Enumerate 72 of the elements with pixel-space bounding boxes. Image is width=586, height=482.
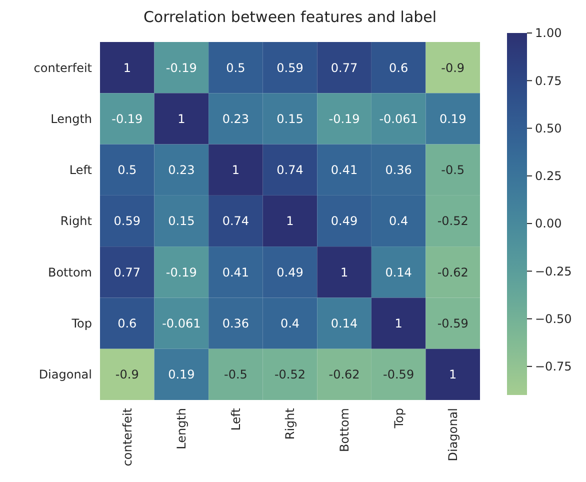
data-label: 0.41 <box>330 163 358 178</box>
data-label: 0.4 <box>280 316 300 330</box>
data-label: 0.74 <box>276 163 304 178</box>
data-label: 0.77 <box>114 265 140 280</box>
data-label: 0.14 <box>330 316 358 330</box>
data-label: 0.59 <box>114 214 140 228</box>
data-label: 0.77 <box>330 60 358 75</box>
y-tick-label: Length <box>50 112 92 126</box>
color-bar-label: −0.75 <box>535 360 572 374</box>
data-label: 1 <box>123 60 131 75</box>
data-label: -0.9 <box>115 368 139 382</box>
data-label: 1 <box>340 265 348 280</box>
data-label: 0.36 <box>385 163 412 178</box>
data-label: 1 <box>449 368 457 382</box>
data-label: 0.15 <box>276 112 304 126</box>
data-label: 1 <box>232 163 240 178</box>
x-tick-label: Diagonal <box>446 408 460 462</box>
data-label: 0.23 <box>168 163 195 178</box>
data-label: -0.5 <box>441 163 465 178</box>
data-label: -0.19 <box>328 112 360 126</box>
data-label: 0.19 <box>168 368 195 382</box>
data-label: 0.23 <box>222 112 250 126</box>
data-label: 1 <box>394 316 402 330</box>
data-label: -0.59 <box>437 316 468 330</box>
data-label: -0.5 <box>224 368 248 382</box>
data-label: 0.49 <box>330 214 358 228</box>
data-label: -0.19 <box>112 112 143 126</box>
data-label: 0.5 <box>226 60 246 75</box>
data-label: 1 <box>178 112 186 126</box>
y-tick-label: Bottom <box>48 265 92 280</box>
data-label: 0.5 <box>118 163 137 178</box>
x-tick-label: Length <box>174 408 189 450</box>
data-label: -0.59 <box>383 368 414 382</box>
x-tick-label: Right <box>283 408 298 440</box>
data-label: -0.62 <box>437 265 468 280</box>
x-tick-label: Top <box>392 408 406 430</box>
data-label: -0.061 <box>162 316 201 330</box>
color-bar-label: 0.25 <box>535 169 562 184</box>
data-label: 0.15 <box>168 214 195 228</box>
data-label: 0.14 <box>385 265 412 280</box>
data-label: -0.061 <box>379 112 418 126</box>
y-tick-label: conterfeit <box>34 60 92 75</box>
data-label: -0.62 <box>328 368 360 382</box>
x-tick-label: conterfeit <box>120 408 134 466</box>
data-label: 0.74 <box>222 214 250 228</box>
color-bar-label: −0.50 <box>535 312 572 326</box>
color-bar-label: 0.50 <box>535 121 562 136</box>
y-tick-label: Top <box>70 316 92 330</box>
color-bar-label: 0.00 <box>535 216 562 231</box>
data-label: 0.41 <box>222 265 250 280</box>
color-bar-label: −0.25 <box>535 264 572 278</box>
data-label: 0.4 <box>389 214 408 228</box>
data-label: 0.6 <box>389 60 408 75</box>
color-bar-label: 0.75 <box>535 74 562 88</box>
data-label: -0.19 <box>166 265 197 280</box>
data-label: 0.6 <box>118 316 137 330</box>
data-label: 0.19 <box>440 112 466 126</box>
data-label: 0.59 <box>276 60 304 75</box>
color-bar-label: 1.00 <box>535 26 562 40</box>
x-tick-label: Left <box>228 408 243 431</box>
data-label: 0.36 <box>222 316 250 330</box>
data-label: 1 <box>286 214 294 228</box>
y-tick-label: Left <box>69 163 92 178</box>
data-label: 0.49 <box>276 265 304 280</box>
y-tick-label: Right <box>60 214 92 228</box>
data-label: -0.52 <box>274 368 306 382</box>
data-label: -0.9 <box>441 60 465 75</box>
data-label: -0.52 <box>437 214 468 228</box>
data-label: -0.19 <box>166 60 197 75</box>
chart-title: Correlation between features and label <box>143 8 437 26</box>
y-tick-label: Diagonal <box>38 368 92 382</box>
x-tick-label: Bottom <box>337 408 352 452</box>
